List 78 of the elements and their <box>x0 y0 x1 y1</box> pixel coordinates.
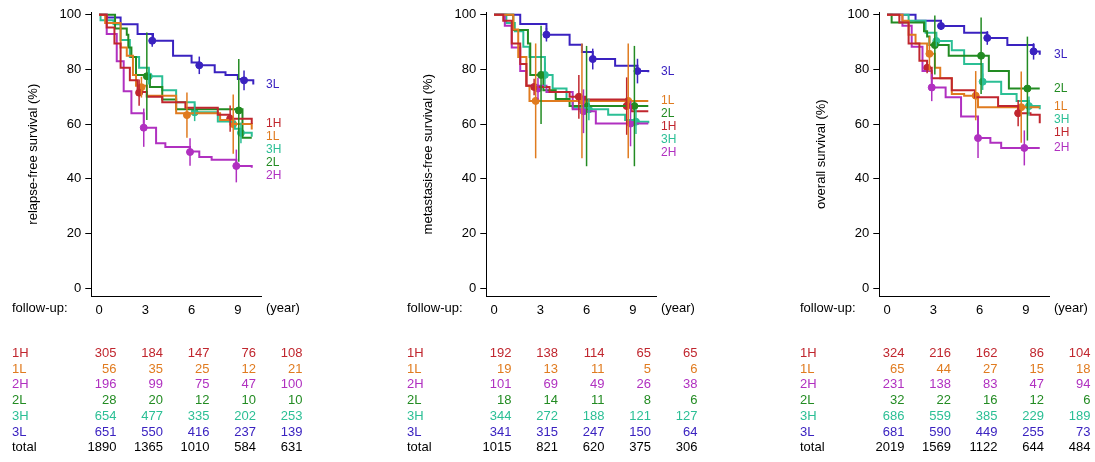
text: 3L 651 550 416 237 139 <box>12 423 303 439</box>
series-label: 3H <box>266 142 282 157</box>
y-tick-label: 80 <box>854 61 870 77</box>
text: 3L 341 315 247 150 64 <box>407 423 698 439</box>
y-axis-title: relapse-free survival (%) <box>25 83 41 225</box>
y-tick-label: 60 <box>854 115 870 131</box>
text: 3H 654 477 335 202 253 <box>12 407 303 423</box>
y-axis-title: metastasis-free survival (%) <box>420 74 436 235</box>
y-tick-label: 100 <box>59 6 82 22</box>
text: total 1890 1365 1010 584 631 <box>12 439 303 455</box>
text: total 1015 821 620 375 306 <box>407 439 698 455</box>
y-tick-label: 0 <box>862 279 870 295</box>
x-tick-label: 6 <box>975 301 984 317</box>
y-tick-label: 20 <box>461 225 477 241</box>
text: 2H 101 69 49 26 38 <box>407 376 698 392</box>
y-tick-label: 0 <box>74 279 82 295</box>
x-tick-label: 3 <box>929 301 937 317</box>
x-tick-label: 6 <box>187 301 196 317</box>
y-tick-label: 20 <box>66 225 82 241</box>
y-tick-label: 40 <box>461 170 477 186</box>
x-tick-label: 0 <box>490 301 498 317</box>
x-tick-label: 0 <box>883 301 891 317</box>
series-label: 3H <box>661 132 677 147</box>
series-label: 1L <box>661 93 675 108</box>
series-label: 3H <box>1054 112 1070 127</box>
text: 3H 686 559 385 229 189 <box>800 407 1091 423</box>
x-tick-label: 9 <box>1022 301 1030 317</box>
y-tick-label: 100 <box>847 6 870 22</box>
text: 2L 28 20 12 10 10 <box>12 392 303 408</box>
x-tick-label: 3 <box>536 301 544 317</box>
text: 2H 196 99 75 47 100 <box>12 376 303 392</box>
text: 1H 192 138 114 65 65 <box>407 345 698 360</box>
text: 1L 19 13 11 5 6 <box>407 360 698 376</box>
y-axis-title: overall survival (%) <box>813 99 829 210</box>
y-tick-label: 40 <box>854 170 870 186</box>
text: 2L 18 14 11 8 6 <box>407 392 698 408</box>
text: 1H 305 184 147 76 108 <box>12 345 303 360</box>
series-label: 3L <box>1054 46 1068 61</box>
x-axis-title: (year) <box>661 299 695 315</box>
series-label: 2L <box>266 155 280 170</box>
x-tick-label: 6 <box>582 301 591 317</box>
x-tick-label: 0 <box>95 301 103 317</box>
text: 3L 681 590 449 255 73 <box>800 423 1091 439</box>
text: 1H 324 216 162 86 104 <box>800 345 1091 360</box>
series-label: 2L <box>661 106 675 121</box>
text: total 2019 1569 1122 644 484 <box>800 439 1091 455</box>
x-tick-label: 3 <box>141 301 149 317</box>
x-tick-label: 9 <box>234 301 242 317</box>
series-label: 1L <box>1054 99 1068 114</box>
x-tick-label: 9 <box>629 301 637 317</box>
series-label: 1L <box>266 129 280 144</box>
series-label: 1H <box>661 119 677 134</box>
series-label: 2H <box>266 168 282 183</box>
x-axis-title: (year) <box>1054 299 1088 315</box>
text: 1L 56 35 25 12 21 <box>12 360 303 376</box>
series-label: 3L <box>661 64 675 79</box>
series-label: 2L <box>1054 80 1068 95</box>
series-label: 1H <box>1054 125 1070 140</box>
y-tick-label: 20 <box>854 225 870 241</box>
y-tick-label: 80 <box>461 61 477 77</box>
text: 2L 32 22 16 12 6 <box>800 392 1091 408</box>
y-tick-label: 40 <box>66 170 82 186</box>
y-tick-label: 60 <box>461 115 477 131</box>
x-axis-title: (year) <box>266 299 300 315</box>
series-label: 3L <box>266 76 280 91</box>
y-tick-label: 80 <box>66 61 82 77</box>
text: follow-up: <box>407 299 463 315</box>
text: follow-up: <box>12 299 68 315</box>
series-label: 1H <box>266 116 282 131</box>
text: follow-up: <box>800 299 856 315</box>
series-label: 2H <box>1054 140 1070 155</box>
y-tick-label: 60 <box>66 115 82 131</box>
y-tick-label: 100 <box>454 6 477 22</box>
text: 2H 231 138 83 47 94 <box>800 376 1091 392</box>
y-tick-label: 0 <box>469 279 477 295</box>
text: 2H <box>661 145 677 160</box>
text: 1L 65 44 27 15 18 <box>800 360 1091 376</box>
text: 3H 344 272 188 121 127 <box>407 407 698 423</box>
